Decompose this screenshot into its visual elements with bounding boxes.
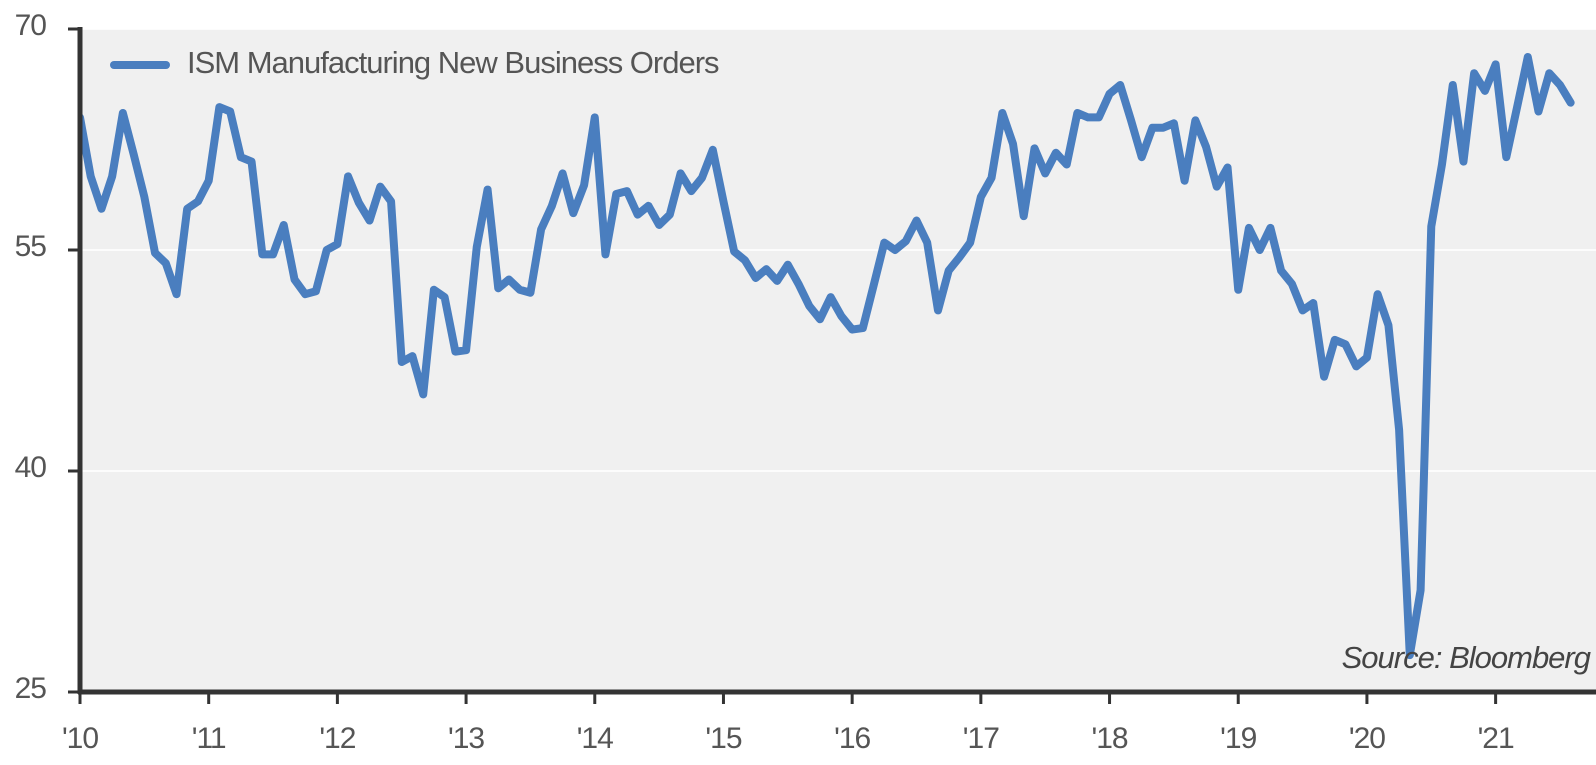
data-line — [80, 52, 1575, 660]
labels: 25 40 55 70 '10 '11 '12 '13 '14 '15 '16 '17 '18 '19 '2… — [15, 9, 1515, 755]
axes — [68, 27, 1596, 704]
y-tick-label: 55 — [15, 230, 47, 263]
x-tick-label: '13 — [448, 722, 484, 755]
y-tick-label: 70 — [15, 9, 47, 42]
x-tick-label: '21 — [1478, 722, 1514, 755]
x-tick-label: '14 — [577, 722, 613, 755]
legend-label: ISM Manufacturing New Business Orders — [187, 45, 719, 80]
y-tick-label: 25 — [15, 672, 47, 705]
plot-area — [80, 29, 1596, 692]
x-tick-label: '11 — [192, 722, 226, 755]
x-tick-label: '20 — [1349, 722, 1385, 755]
source-note: Source: Bloomberg — [1342, 640, 1591, 675]
x-tick-label: '16 — [834, 722, 870, 755]
x-tick-label: '18 — [1091, 722, 1127, 755]
x-tick-label: '15 — [705, 722, 741, 755]
y-tick-label: 40 — [15, 451, 47, 484]
lines — [80, 52, 1575, 660]
x-tick-label: '19 — [1220, 722, 1256, 755]
x-tick-label: '17 — [963, 722, 999, 755]
x-tick-label: '12 — [319, 722, 355, 755]
x-tick-label: '10 — [62, 722, 98, 755]
legend: ISM Manufacturing New Business Orders — [110, 45, 720, 80]
